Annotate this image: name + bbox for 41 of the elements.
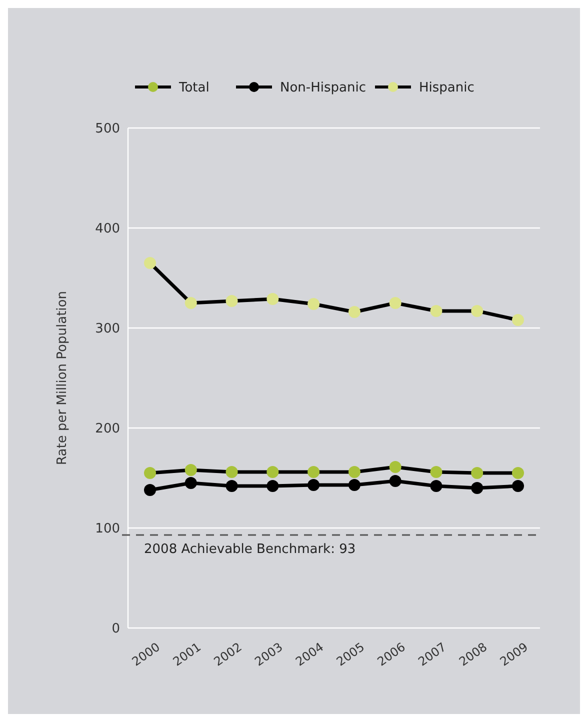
point <box>512 467 524 479</box>
point <box>471 305 484 317</box>
point <box>308 466 320 478</box>
point <box>348 479 360 491</box>
point <box>184 477 197 489</box>
legend-label: Total <box>178 80 210 96</box>
point <box>348 466 360 478</box>
point <box>144 467 156 479</box>
point <box>144 257 156 269</box>
legend-label: Non-Hispanic <box>280 80 366 96</box>
point <box>266 480 279 492</box>
y-tick-label: 200 <box>95 422 120 437</box>
point <box>389 461 402 473</box>
point <box>226 295 238 307</box>
y-tick-label: 400 <box>95 222 120 237</box>
point <box>471 482 484 494</box>
point <box>348 306 360 318</box>
point <box>512 314 524 326</box>
point <box>266 293 279 305</box>
point <box>512 480 524 492</box>
legend-label: Hispanic <box>419 80 474 96</box>
point <box>226 480 238 492</box>
y-tick-label: 500 <box>95 122 120 137</box>
point <box>144 484 156 496</box>
point <box>266 466 279 478</box>
point <box>430 466 442 478</box>
point <box>308 298 320 310</box>
point <box>184 464 197 476</box>
point <box>430 305 442 317</box>
y-tick-label: 100 <box>95 522 120 537</box>
point <box>471 467 484 479</box>
point <box>389 297 402 309</box>
point <box>184 297 197 309</box>
ref-line-label: 2008 Achievable Benchmark: 93 <box>144 542 356 557</box>
point <box>226 466 238 478</box>
y-tick-label: 300 <box>95 322 120 337</box>
point <box>389 475 402 487</box>
y-axis-title: Rate per Million Population <box>55 291 70 465</box>
point <box>308 479 320 491</box>
point <box>430 480 442 492</box>
y-tick-label: 0 <box>112 622 120 637</box>
